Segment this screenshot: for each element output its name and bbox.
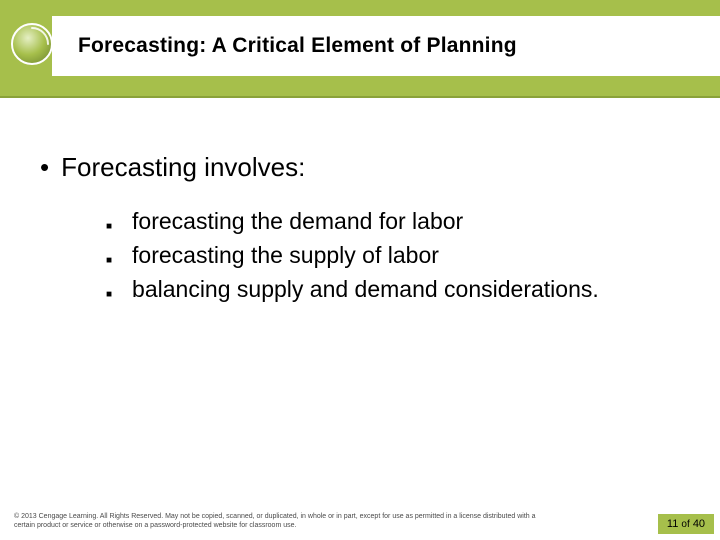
- page-total: 40: [693, 518, 705, 530]
- bullet-level2-text: forecasting the supply of labor: [132, 241, 439, 269]
- bullet-level1-text: Forecasting involves:: [61, 152, 305, 183]
- page-indicator: 11 of 40: [658, 514, 714, 534]
- bullet-square-icon: ■: [106, 215, 112, 239]
- bullet-dot-icon: •: [40, 154, 49, 180]
- bullet-level2-text: forecasting the demand for labor: [132, 207, 463, 235]
- header-bar: Forecasting: A Critical Element of Plann…: [0, 0, 720, 98]
- bullet-level2-text: balancing supply and demand consideratio…: [132, 275, 599, 303]
- sub-bullet-list: ■ forecasting the demand for labor ■ for…: [40, 207, 680, 307]
- bullet-level2: ■ forecasting the supply of labor: [106, 241, 680, 273]
- bullet-level2: ■ balancing supply and demand considerat…: [106, 275, 680, 307]
- bullet-square-icon: ■: [106, 249, 112, 273]
- slide-footer: © 2013 Cengage Learning. All Rights Rese…: [0, 502, 720, 540]
- slide-title: Forecasting: A Critical Element of Plann…: [78, 34, 517, 58]
- bullet-level1: • Forecasting involves:: [40, 152, 680, 183]
- title-bar: Forecasting: A Critical Element of Plann…: [52, 16, 720, 76]
- page-current: 11: [667, 518, 678, 530]
- logo-icon: [10, 22, 54, 66]
- bullet-square-icon: ■: [106, 283, 112, 307]
- page-of-label: of: [681, 519, 689, 530]
- header-underline: [0, 96, 720, 98]
- slide-body: • Forecasting involves: ■ forecasting th…: [0, 98, 720, 307]
- copyright-text: © 2013 Cengage Learning. All Rights Rese…: [14, 512, 554, 530]
- bullet-level2: ■ forecasting the demand for labor: [106, 207, 680, 239]
